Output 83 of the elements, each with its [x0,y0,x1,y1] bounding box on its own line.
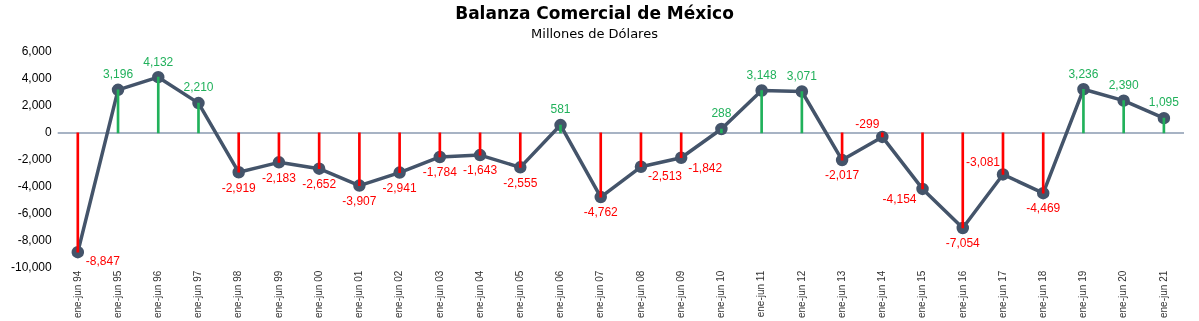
y-tick-label: 0 [45,125,53,140]
data-label: 3,148 [746,67,777,82]
data-label: -3,081 [965,154,1001,169]
x-tick-label: ene-jun 14 [876,270,888,318]
bar [961,132,965,229]
x-tick-label: ene-jun 97 [192,270,204,318]
data-label: -4,469 [1026,201,1061,216]
x-tick-label: ene-jun 94 [71,270,83,318]
x-tick-label: ene-jun 12 [795,270,807,318]
chart-title: Balanza Comercial de México [455,2,734,23]
data-label: 581 [550,102,571,117]
x-tick-label: ene-jun 03 [433,270,445,318]
x-tick-label: ene-jun 00 [312,270,324,318]
data-label: -8,847 [85,253,121,268]
x-tick-label: ene-jun 21 [1157,270,1169,318]
y-tick-label: -2,000 [17,152,53,167]
data-label: 3,196 [103,67,134,82]
data-label: -3,907 [342,193,377,208]
y-tick-label: 2,000 [21,98,53,113]
bar [921,132,924,190]
x-tick-label: ene-jun 02 [393,270,405,318]
bar [679,132,683,159]
bar [760,90,763,134]
data-label: -1,643 [463,163,498,178]
x-tick-label: ene-jun 99 [272,270,284,318]
bar [156,76,160,134]
data-label: -2,941 [382,180,417,195]
y-tick-label: -6,000 [17,206,53,221]
bar [1041,132,1045,194]
x-tick-label: ene-jun 10 [715,270,727,318]
x-tick-label: ene-jun 04 [473,270,485,318]
x-tick-label: ene-jun 17 [996,270,1008,318]
x-tick-label: ene-jun 18 [1036,270,1048,318]
x-tick-label: ene-jun 19 [1077,270,1089,318]
data-label: -4,762 [583,205,619,220]
x-tick-label: ene-jun 96 [152,270,164,318]
chart-subtitle: Millones de Dólares [531,25,659,41]
data-label: -299 [855,117,880,132]
data-label: -2,919 [221,180,257,195]
data-label: -4,154 [882,192,917,207]
x-tick-label: ene-jun 98 [232,270,244,318]
bar [76,132,80,253]
data-label: -7,054 [945,236,981,251]
x-tick-label: ene-jun 07 [594,270,606,318]
data-label: 4,132 [143,54,174,69]
x-tick-label: ene-jun 11 [755,270,767,318]
x-tick-label: ene-jun 01 [353,270,365,318]
bar [398,132,401,173]
x-tick-label: ene-jun 05 [514,270,526,318]
data-label: 3,236 [1068,66,1099,81]
data-label: 2,210 [183,80,214,95]
x-tick-label: ene-jun 20 [1117,270,1129,318]
x-tick-label: ene-jun 09 [674,270,686,318]
y-tick-label: -4,000 [17,179,53,194]
bar [197,102,200,134]
data-label: -1,784 [422,165,458,180]
x-tick-label: ene-jun 15 [916,270,928,318]
data-label: 288 [711,106,732,121]
y-tick-label: 6,000 [21,44,53,59]
data-label: -2,555 [503,175,538,190]
y-tick-label: 4,000 [21,71,53,86]
data-label: 2,390 [1108,77,1139,92]
x-tick-label: ene-jun 06 [554,270,566,318]
x-tick-label: ene-jun 95 [111,270,123,318]
bar [237,132,241,173]
bar [599,132,603,198]
x-tick-label: ene-jun 08 [634,270,646,318]
bar [1122,100,1125,134]
bar [1082,88,1085,134]
data-label: 3,071 [786,68,818,83]
data-label: -2,017 [825,168,860,183]
x-tick-label: ene-jun 13 [835,270,847,318]
data-label: -1,842 [688,161,723,176]
data-label: -2,183 [261,170,297,185]
y-tick-label: -8,000 [17,233,53,248]
y-tick-label: -10,000 [11,260,53,275]
data-label: -2,513 [647,169,683,184]
bar [518,132,522,168]
bar [358,132,361,186]
data-label: -2,652 [302,176,337,191]
bar [559,124,562,134]
data-label: 1,095 [1148,95,1180,110]
x-tick-label: ene-jun 16 [956,270,968,318]
